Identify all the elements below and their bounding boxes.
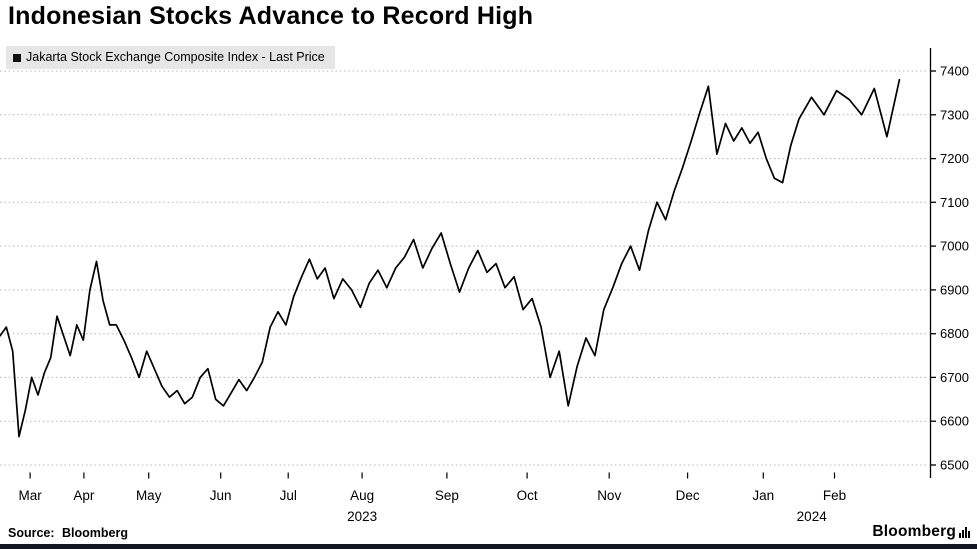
source-text: Source: Bloomberg [8, 526, 128, 540]
svg-text:Oct: Oct [517, 488, 538, 503]
svg-text:6700: 6700 [940, 370, 969, 385]
year-label: 2023 [347, 509, 377, 524]
svg-text:Jul: Jul [280, 488, 297, 503]
legend-square-marker-icon [13, 53, 21, 62]
y-axis: 6500 6600 6700 6800 6900 7000 7100 7200 7300 7400 [929, 48, 969, 478]
svg-text:Feb: Feb [823, 488, 846, 503]
svg-text:Jun: Jun [210, 488, 232, 503]
page-title: Indonesian Stocks Advance to Record High [8, 2, 534, 30]
bloomberg-logo: Bloomberg [872, 523, 970, 541]
svg-text:Nov: Nov [597, 488, 621, 503]
svg-text:7200: 7200 [940, 151, 969, 166]
gridlines [0, 70, 928, 466]
svg-text:Mar: Mar [18, 488, 42, 503]
year-label: 2024 [797, 509, 828, 524]
svg-text:Apr: Apr [73, 488, 95, 503]
svg-text:6600: 6600 [940, 414, 969, 429]
svg-text:7400: 7400 [940, 64, 969, 79]
svg-text:6800: 6800 [940, 326, 969, 341]
svg-text:7100: 7100 [940, 195, 969, 210]
svg-text:Dec: Dec [676, 488, 700, 503]
legend: Jakarta Stock Exchange Composite Index -… [6, 46, 335, 69]
svg-text:Jan: Jan [752, 488, 774, 503]
svg-text:7000: 7000 [940, 239, 969, 254]
svg-text:May: May [136, 488, 162, 503]
svg-text:7300: 7300 [940, 107, 969, 122]
bottom-bar [0, 544, 977, 549]
legend-label: Jakarta Stock Exchange Composite Index -… [26, 50, 325, 64]
svg-text:Aug: Aug [350, 488, 374, 503]
svg-text:6500: 6500 [940, 458, 969, 473]
svg-text:6900: 6900 [940, 282, 969, 297]
x-axis: Mar Apr May Jun Jul Aug Sep Oct Nov Dec Jan Feb 2023… [18, 472, 846, 524]
svg-text:Sep: Sep [435, 488, 459, 503]
price-line [0, 78, 901, 438]
bloomberg-wordmark: Bloomberg [872, 523, 956, 540]
bloomberg-bars-icon [959, 526, 970, 538]
